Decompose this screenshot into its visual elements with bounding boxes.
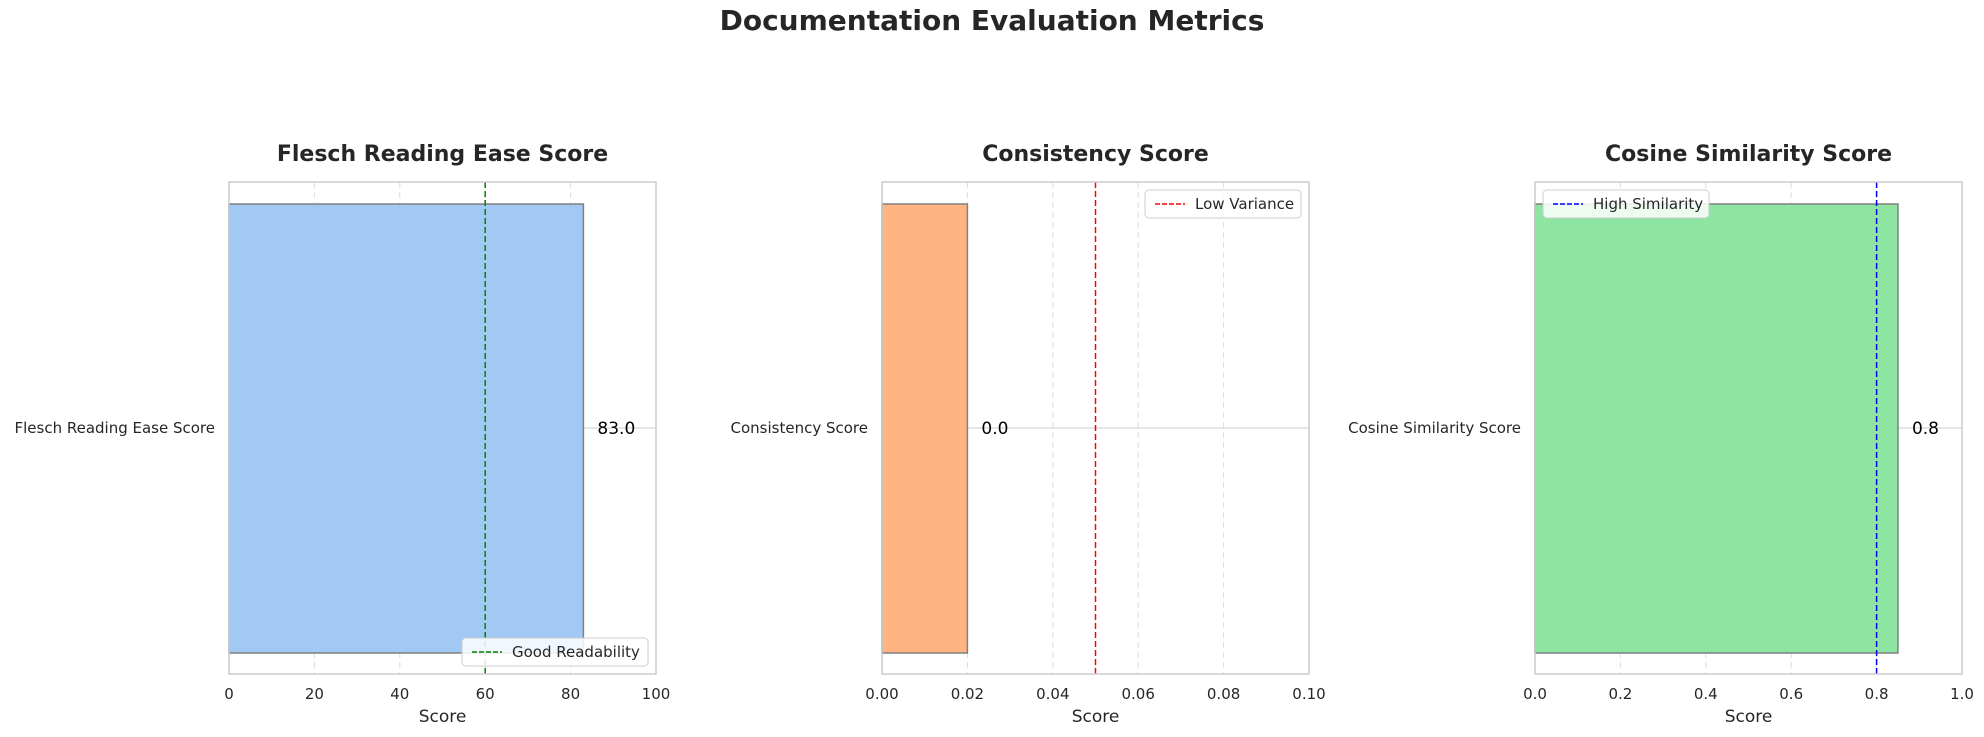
panel1-xtick-label-5: 100 xyxy=(642,685,671,703)
panel3-xtick-label-5: 1.0 xyxy=(1950,685,1974,703)
panel2-xtick-label-3: 0.06 xyxy=(1121,685,1154,703)
panel3-xtick-label-3: 0.6 xyxy=(1779,685,1803,703)
panel1-xtick-label-3: 60 xyxy=(476,685,495,703)
panel3-legend-box xyxy=(1542,189,1710,219)
panel1-axes-frame xyxy=(228,181,657,675)
panel2-xtick-label-2: 0.04 xyxy=(1036,685,1069,703)
panel3-value-label: 0.8 xyxy=(1912,419,1939,439)
panel2-legend-label: Low Variance xyxy=(1195,195,1294,213)
panel1-xtick-label-1: 20 xyxy=(305,685,324,703)
panel1-value-label: 83.0 xyxy=(597,419,635,439)
panel2-xtick-label-1: 0.02 xyxy=(951,685,984,703)
panel2-axes-frame xyxy=(881,181,1310,675)
panel3-axes-frame xyxy=(1534,181,1963,675)
figure-title: Documentation Evaluation Metrics xyxy=(719,4,1265,37)
panel1-xtick-label-0: 0 xyxy=(224,685,234,703)
panel3-legend-label: High Similarity xyxy=(1593,195,1703,213)
panel1-legend-label: Good Readability xyxy=(512,643,640,661)
panel2-xtick-label-5: 0.10 xyxy=(1292,685,1325,703)
panel2-legend-box xyxy=(1144,189,1302,219)
panel3-xtick-label-2: 0.4 xyxy=(1694,685,1718,703)
panel2-title: Consistency Score xyxy=(982,142,1209,167)
panel3-xtick-label-1: 0.2 xyxy=(1608,685,1632,703)
panel2-value-label: 0.0 xyxy=(981,419,1008,439)
panel3-bar xyxy=(1534,203,1899,654)
panel1-xlabel: Score xyxy=(419,707,467,727)
panel3-xtick-label-4: 0.8 xyxy=(1865,685,1889,703)
panel2-xlabel: Score xyxy=(1072,707,1120,727)
panel3-title: Cosine Similarity Score xyxy=(1605,142,1892,167)
panel3-xlabel: Score xyxy=(1725,707,1773,727)
panel2-category-label: Consistency Score xyxy=(731,419,868,437)
panel1-xtick-label-4: 80 xyxy=(561,685,580,703)
panel1-bar xyxy=(228,203,585,654)
panel3-category-label: Cosine Similarity Score xyxy=(1348,419,1521,437)
panel2-xtick-label-0: 0.00 xyxy=(865,685,898,703)
panel1-category-label: Flesch Reading Ease Score xyxy=(14,419,215,437)
panel3-xtick-label-0: 0.0 xyxy=(1523,685,1547,703)
panel1-xtick-label-2: 40 xyxy=(390,685,409,703)
panel2-bar xyxy=(881,203,969,654)
panel1-legend-box xyxy=(461,637,649,667)
panel2-xtick-label-4: 0.08 xyxy=(1207,685,1240,703)
panel1-title: Flesch Reading Ease Score xyxy=(277,142,608,167)
